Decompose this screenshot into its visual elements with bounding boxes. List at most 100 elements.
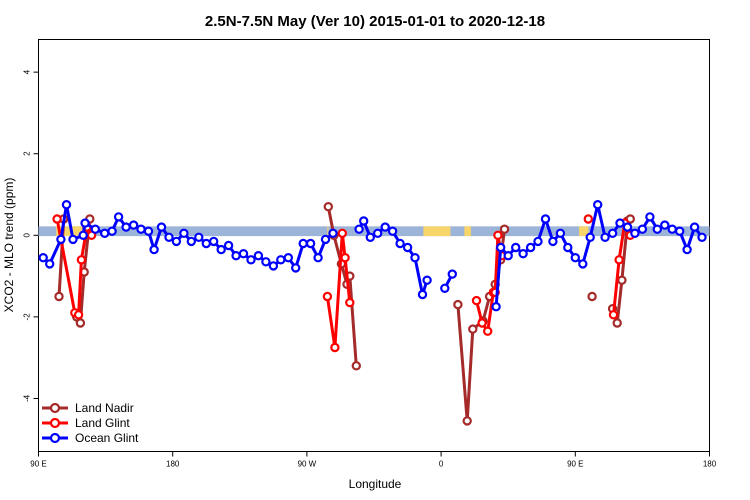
data-point	[80, 218, 90, 228]
data-point	[156, 222, 167, 232]
x-tick-label: 180	[703, 460, 717, 469]
data-point	[345, 297, 355, 308]
data-point	[164, 232, 174, 242]
data-point	[637, 224, 648, 234]
data-point	[570, 253, 581, 263]
data-point	[354, 224, 364, 234]
data-point	[328, 228, 338, 238]
data-point	[38, 253, 48, 263]
legend-item: Ocean Glint	[42, 431, 139, 445]
y-tick-label: 2	[23, 151, 32, 156]
data-point	[337, 228, 347, 238]
data-point	[298, 238, 308, 249]
legend-swatch-marker	[49, 402, 61, 414]
data-point	[216, 244, 226, 255]
data-point	[359, 216, 369, 226]
data-point	[440, 283, 450, 293]
data-point	[395, 238, 405, 249]
data-point	[54, 291, 64, 302]
data-point	[56, 234, 66, 245]
data-point	[107, 226, 117, 236]
data-point	[194, 232, 204, 242]
x-tick-label: 0	[439, 460, 444, 469]
data-point	[682, 244, 692, 255]
data-point	[615, 218, 625, 228]
data-point	[587, 291, 597, 302]
y-axis-label: XCO2 - MLO trend (ppm)	[2, 178, 16, 313]
legend-swatch-marker	[49, 432, 61, 444]
data-point	[136, 224, 146, 234]
land-band	[56, 226, 82, 237]
data-point	[622, 222, 633, 232]
data-point	[525, 242, 536, 253]
data-point	[491, 302, 501, 312]
data-point	[614, 255, 624, 265]
data-point	[593, 199, 603, 210]
y-tick-label: 4	[23, 69, 32, 74]
land-band	[327, 226, 329, 237]
data-point	[113, 212, 124, 222]
data-point	[283, 253, 293, 263]
x-axis-label: Longitude	[349, 477, 402, 491]
data-point	[201, 238, 211, 249]
x-tick-label: 90 E	[30, 460, 46, 469]
data-point	[675, 226, 685, 236]
data-point	[555, 228, 566, 238]
data-point	[422, 275, 432, 285]
series-land-glint	[52, 214, 636, 353]
land-band	[579, 226, 589, 237]
data-point	[231, 250, 241, 261]
data-point	[511, 242, 521, 253]
data-point	[578, 259, 588, 269]
data-point	[667, 224, 677, 234]
plot-frame	[38, 39, 710, 452]
data-point	[330, 342, 340, 353]
data-point	[68, 234, 78, 245]
land-band	[464, 226, 471, 237]
y-axis: -4 -2 0 2 4	[23, 69, 39, 402]
data-point	[322, 291, 333, 302]
data-point	[410, 253, 420, 263]
data-point	[253, 250, 264, 261]
data-point	[208, 236, 219, 247]
data-point	[75, 318, 86, 328]
data-point	[563, 242, 573, 253]
legend-label: Ocean Glint	[75, 431, 139, 445]
data-point	[340, 253, 350, 263]
data-point	[223, 240, 234, 251]
y-tick-label: 0	[23, 233, 32, 238]
data-point	[276, 255, 286, 265]
data-point	[76, 255, 87, 265]
data-point	[320, 234, 331, 245]
data-point	[171, 236, 182, 247]
data-point	[373, 228, 383, 238]
data-point	[462, 416, 472, 426]
data-point	[585, 232, 595, 242]
legend-item: Land Glint	[42, 416, 130, 430]
data-point	[645, 212, 655, 222]
data-point	[268, 261, 279, 271]
data-point	[652, 224, 663, 234]
data-point	[291, 263, 301, 273]
data-point	[52, 214, 62, 224]
x-tick-label: 90 E	[567, 460, 583, 469]
data-point	[660, 220, 670, 230]
legend-label: Land Glint	[75, 416, 130, 430]
data-point	[380, 222, 390, 232]
legend-swatch-marker	[49, 417, 61, 429]
data-point	[78, 230, 88, 240]
data-point	[499, 224, 510, 234]
data-point	[73, 310, 84, 320]
data-point	[61, 199, 72, 210]
data-point	[617, 275, 627, 285]
data-point	[540, 214, 551, 224]
data-point	[503, 250, 513, 261]
data-point	[402, 242, 413, 253]
data-point	[689, 222, 700, 232]
plot-area	[38, 39, 710, 452]
data-point	[630, 228, 640, 238]
data-point	[186, 236, 196, 247]
data-point	[447, 269, 457, 279]
data-point	[128, 220, 139, 230]
